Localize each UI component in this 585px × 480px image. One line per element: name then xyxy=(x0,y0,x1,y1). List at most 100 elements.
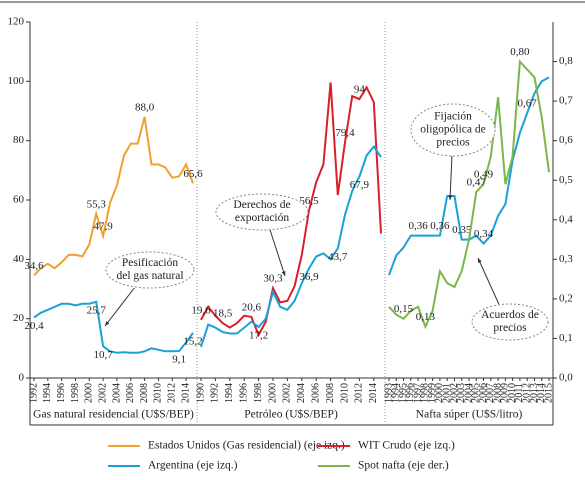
x-tick-label: 1996 xyxy=(405,383,416,403)
annotation-arrow xyxy=(269,229,286,277)
x-axis-label: Nafta súper (U$S/litro) xyxy=(416,408,523,421)
y2-tick-label: 0,6 xyxy=(559,134,573,146)
value-label: 19,6 xyxy=(191,304,211,316)
annotation-bubble xyxy=(410,103,496,157)
value-label: 30,3 xyxy=(263,273,283,285)
legend-label: Estados Unidos (Gas residencial) (eje iz… xyxy=(148,440,345,452)
value-label: 0,35 xyxy=(452,224,472,236)
x-tick-label: 2000 xyxy=(434,383,445,403)
x-tick-label: 1992 xyxy=(28,383,39,403)
value-label: 36,9 xyxy=(299,271,319,283)
y2-tick-label: 0,7 xyxy=(559,95,573,107)
annotation-text: precios xyxy=(493,322,527,334)
y-tick-label: 80 xyxy=(13,134,25,146)
x-tick-label: 1994 xyxy=(391,383,402,403)
annotation-arrow xyxy=(449,155,453,201)
x-tick-label: 2012 xyxy=(354,383,365,403)
legend-label: Argentina (eje izq.) xyxy=(148,460,238,472)
x-tick-label: 2008 xyxy=(492,383,503,403)
x-tick-label: 2008 xyxy=(139,383,150,403)
y-tick-label: 20 xyxy=(13,312,25,324)
y-tick-label: 0 xyxy=(19,372,25,384)
x-tick-label: 2006 xyxy=(310,383,321,403)
annotation-arrowhead xyxy=(105,321,110,326)
x-axis-label: Petróleo (U$S/BEP) xyxy=(244,408,338,421)
x-tick-label: 2011 xyxy=(514,383,525,403)
x-tick-label: 2006 xyxy=(125,383,136,403)
legend-label: Spot nafta (eje der.) xyxy=(358,460,449,472)
x-tick-label: 2014 xyxy=(368,383,379,403)
value-label: 20,6 xyxy=(242,301,262,313)
value-label: 0,34 xyxy=(474,228,494,240)
x-tick-label: 2015 xyxy=(543,383,554,403)
x-tick-label: 2008 xyxy=(325,383,336,403)
annotation-text: Derechos de xyxy=(233,199,290,211)
annotation-text: precios xyxy=(436,137,470,149)
value-label: 17,2 xyxy=(249,330,268,342)
y2-tick-label: 0,4 xyxy=(559,213,573,225)
value-label: 0,49 xyxy=(474,169,494,181)
annotation-arrow xyxy=(477,257,500,305)
value-label: 79,4 xyxy=(335,127,355,139)
x-tick-label: 2002 xyxy=(282,383,293,403)
y2-tick-label: 0,5 xyxy=(559,174,573,186)
x-tick-label: 2002 xyxy=(97,383,108,403)
x-tick-label: 2013 xyxy=(529,383,540,403)
annotation-arrowhead xyxy=(281,271,286,276)
x-tick-label: 1992 xyxy=(210,383,221,403)
y2-tick-label: 0,3 xyxy=(559,253,573,265)
annotation-text: exportación xyxy=(235,212,290,224)
value-label: 67,9 xyxy=(350,179,370,191)
x-tick-label: 2014 xyxy=(180,383,191,403)
x-tick-label: 1993 xyxy=(383,383,394,403)
series-line xyxy=(200,144,382,348)
value-label: 20,4 xyxy=(24,320,44,332)
annotation-arrow xyxy=(104,287,135,327)
y-tick-label: 120 xyxy=(8,16,25,28)
annotation-bubble xyxy=(215,193,309,231)
annotation-text: Fijación xyxy=(434,111,472,123)
value-label: 55,3 xyxy=(87,198,107,210)
value-label: 43,7 xyxy=(328,251,348,263)
series-line xyxy=(33,116,194,277)
value-label: 0,36 xyxy=(430,220,450,232)
value-label: 47,9 xyxy=(94,220,114,232)
x-tick-label: 1999 xyxy=(427,383,438,403)
y-tick-label: 60 xyxy=(13,194,25,206)
x-tick-label: 2003 xyxy=(456,383,467,403)
x-tick-label: 2002 xyxy=(449,383,460,403)
x-tick-label: 2005 xyxy=(471,383,482,403)
value-label: 88,0 xyxy=(135,101,155,113)
x-tick-label: 2000 xyxy=(267,383,278,403)
y-tick-label: 40 xyxy=(13,253,25,265)
value-label: 0,36 xyxy=(408,220,428,232)
y2-tick-label: 0,8 xyxy=(559,55,573,67)
series-line xyxy=(200,82,382,338)
value-label: 9,1 xyxy=(172,354,186,366)
annotation-text: Pesificación xyxy=(122,257,178,269)
y2-tick-label: 0,2 xyxy=(559,292,573,304)
value-label: 10,7 xyxy=(94,349,114,361)
x-tick-label: 1994 xyxy=(224,383,235,403)
x-tick-label: 1998 xyxy=(70,383,81,403)
x-tick-label: 1997 xyxy=(412,383,423,403)
x-tick-label: 2004 xyxy=(463,383,474,403)
x-tick-label: 2007 xyxy=(485,383,496,403)
annotation-text: oligopólica de xyxy=(420,124,485,136)
value-label: 0,80 xyxy=(510,46,530,58)
x-tick-label: 1998 xyxy=(253,383,264,403)
x-tick-label: 1996 xyxy=(56,383,67,403)
x-axis-label: Gas natural residencial (U$S/BEP) xyxy=(33,408,194,421)
value-label: 25,7 xyxy=(87,304,107,316)
value-label: 0,67 xyxy=(518,98,538,110)
x-tick-label: 2000 xyxy=(84,383,95,403)
annotation-text: Acuerdos de xyxy=(481,309,539,321)
value-label: 15,2 xyxy=(183,335,202,347)
y-tick-label: 100 xyxy=(8,75,25,87)
x-tick-label: 1995 xyxy=(398,383,409,403)
x-tick-label: 2009 xyxy=(500,383,511,403)
y2-tick-label: 0,0 xyxy=(559,372,573,384)
annotation-text: del gas natural xyxy=(116,270,183,282)
value-label: 34,6 xyxy=(24,260,44,272)
